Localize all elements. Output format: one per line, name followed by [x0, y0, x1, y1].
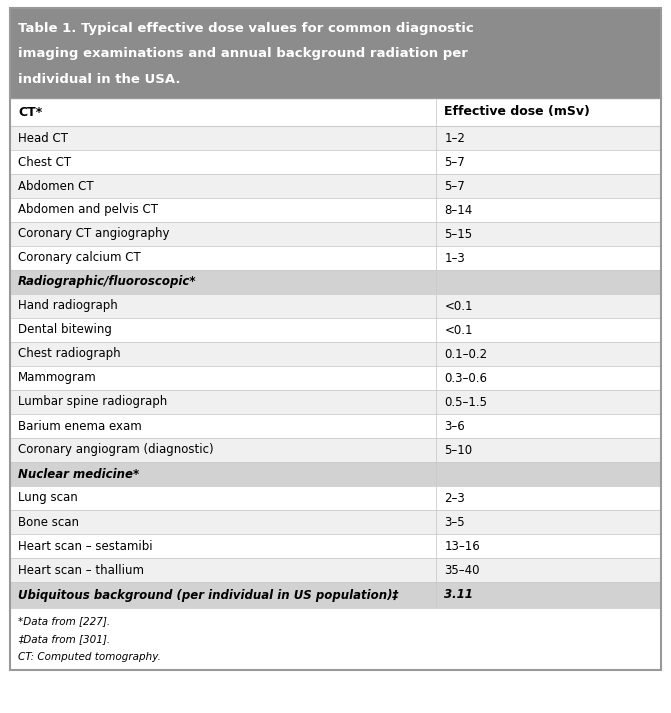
Bar [10, 486, 661, 510]
Bar [10, 414, 661, 438]
Bar [10, 198, 661, 222]
Text: Ubiquitous background (per individual in US population)‡: Ubiquitous background (per individual in… [18, 588, 399, 602]
Text: <0.1: <0.1 [444, 324, 473, 337]
Text: Heart scan – thallium: Heart scan – thallium [18, 563, 144, 577]
Text: ‡Data from [301].: ‡Data from [301]. [18, 634, 110, 644]
Text: Chest CT: Chest CT [18, 155, 71, 168]
Text: 35–40: 35–40 [444, 563, 480, 577]
Text: Hand radiograph: Hand radiograph [18, 299, 117, 312]
Bar [10, 342, 661, 366]
Text: Heart scan – sestamibi: Heart scan – sestamibi [18, 540, 152, 553]
Text: 0.5–1.5: 0.5–1.5 [444, 396, 487, 409]
Text: 5–15: 5–15 [444, 227, 472, 240]
Text: Nuclear medicine*: Nuclear medicine* [18, 468, 139, 481]
Text: Bone scan: Bone scan [18, 515, 79, 528]
Bar [10, 366, 661, 390]
Text: Lung scan: Lung scan [18, 491, 78, 505]
Bar [10, 534, 661, 558]
Text: Barium enema exam: Barium enema exam [18, 419, 142, 433]
Text: Chest radiograph: Chest radiograph [18, 347, 121, 361]
Text: 3–5: 3–5 [444, 515, 465, 528]
Text: individual in the USA.: individual in the USA. [18, 73, 180, 86]
Text: 5–10: 5–10 [444, 443, 472, 456]
Bar [10, 462, 661, 486]
Text: 2–3: 2–3 [444, 491, 465, 505]
Text: Mammogram: Mammogram [18, 371, 97, 384]
Bar [10, 222, 661, 246]
Bar [10, 126, 661, 150]
Text: 5–7: 5–7 [444, 155, 465, 168]
Bar [10, 150, 661, 174]
Text: 13–16: 13–16 [444, 540, 480, 553]
Text: 1–3: 1–3 [444, 252, 465, 265]
Text: *Data from [227].: *Data from [227]. [18, 616, 110, 626]
Text: CT: Computed tomography.: CT: Computed tomography. [18, 652, 161, 662]
Text: Dental bitewing: Dental bitewing [18, 324, 112, 337]
Bar [10, 294, 661, 318]
Text: Table 1. Typical effective dose values for common diagnostic: Table 1. Typical effective dose values f… [18, 22, 474, 35]
Text: 0.1–0.2: 0.1–0.2 [444, 347, 488, 361]
Text: Coronary CT angiography: Coronary CT angiography [18, 227, 170, 240]
Bar [10, 174, 661, 198]
Text: 3–6: 3–6 [444, 419, 465, 433]
Bar [10, 582, 661, 608]
Text: imaging examinations and annual background radiation per: imaging examinations and annual backgrou… [18, 47, 468, 61]
Bar [10, 98, 661, 126]
Text: Effective dose (mSv): Effective dose (mSv) [444, 106, 590, 118]
Bar [10, 608, 661, 670]
Text: <0.1: <0.1 [444, 299, 473, 312]
Text: CT*: CT* [18, 106, 42, 118]
Bar [10, 8, 661, 98]
Bar [10, 558, 661, 582]
Text: Abdomen and pelvis CT: Abdomen and pelvis CT [18, 203, 158, 217]
Bar [10, 270, 661, 294]
Bar [10, 438, 661, 462]
Text: Abdomen CT: Abdomen CT [18, 180, 94, 193]
Bar [10, 390, 661, 414]
Text: Radiographic/fluoroscopic*: Radiographic/fluoroscopic* [18, 275, 197, 289]
Text: Coronary angiogram (diagnostic): Coronary angiogram (diagnostic) [18, 443, 213, 456]
Text: Coronary calcium CT: Coronary calcium CT [18, 252, 141, 265]
Bar [10, 246, 661, 270]
Text: 1–2: 1–2 [444, 131, 465, 145]
Text: 8–14: 8–14 [444, 203, 472, 217]
Text: Head CT: Head CT [18, 131, 68, 145]
Bar [10, 318, 661, 342]
Text: Lumbar spine radiograph: Lumbar spine radiograph [18, 396, 167, 409]
Text: 0.3–0.6: 0.3–0.6 [444, 371, 487, 384]
Bar [10, 510, 661, 534]
Text: 3.11: 3.11 [444, 588, 473, 602]
Text: 5–7: 5–7 [444, 180, 465, 193]
